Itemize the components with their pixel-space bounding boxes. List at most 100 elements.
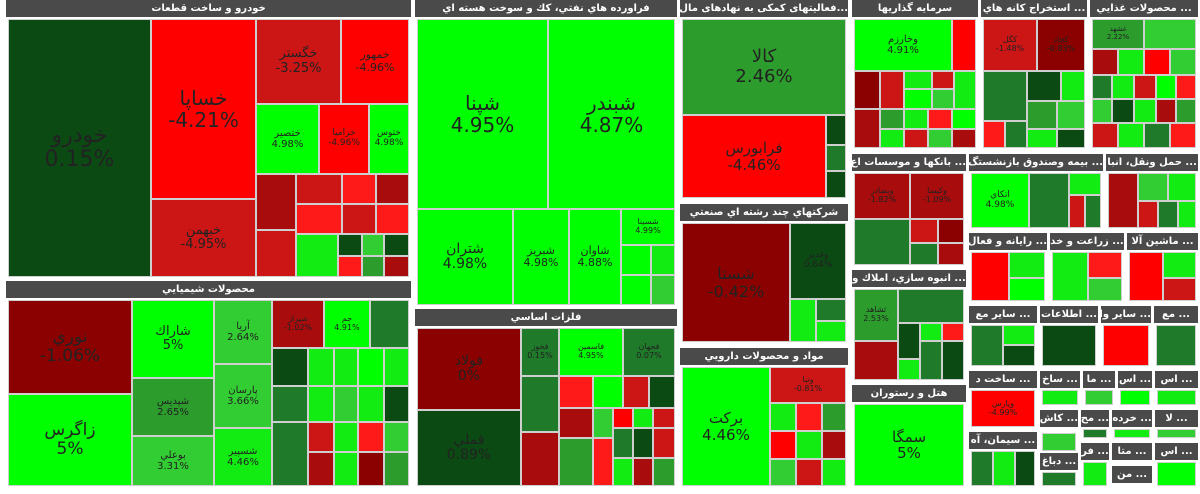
small-tile[interactable] [983, 121, 1005, 148]
small-tile[interactable] [826, 115, 846, 145]
small-tile[interactable] [1061, 71, 1085, 101]
small-tile[interactable] [1083, 462, 1107, 486]
sector-title[interactable]: ... ما [1083, 371, 1115, 388]
sector-title[interactable]: ... استخراج كانه هاي [981, 0, 1087, 17]
sector-title[interactable]: شركتهاي چند رشته اي صنعتي [680, 204, 848, 221]
small-tile[interactable] [1144, 19, 1196, 49]
tile-kisa[interactable]: وكيسا -1.09% [910, 173, 964, 219]
small-tile[interactable] [822, 403, 846, 431]
small-tile[interactable] [1027, 129, 1057, 148]
small-tile[interactable] [1156, 325, 1196, 366]
small-tile[interactable] [384, 256, 409, 277]
small-tile[interactable] [983, 71, 1027, 121]
sector-title[interactable]: ... حمل ونقل، انبا [1106, 154, 1198, 171]
tile-khgostar[interactable]: خگستر -3.25% [256, 19, 341, 104]
small-tile[interactable] [338, 256, 362, 277]
small-tile[interactable] [971, 252, 1009, 301]
small-tile[interactable] [796, 431, 822, 459]
small-tile[interactable] [1108, 173, 1138, 228]
small-tile[interactable] [854, 109, 880, 148]
small-tile[interactable] [1088, 278, 1122, 301]
small-tile[interactable] [1129, 252, 1163, 301]
sector-title[interactable]: ... كاش [1040, 410, 1078, 427]
tile-fasmin[interactable]: فاسمين 4.95% [559, 328, 623, 376]
sector-title[interactable]: ... بيمه وصندوق بازنشستگ [969, 154, 1103, 171]
small-tile[interactable] [993, 451, 1015, 486]
small-tile[interactable] [1156, 75, 1176, 99]
small-tile[interactable] [770, 403, 796, 431]
sector-title[interactable]: ... ماشين آلا [1127, 233, 1198, 250]
small-tile[interactable] [621, 245, 651, 275]
tile-pars[interactable]: پارسان 3.66% [214, 364, 272, 428]
small-tile[interactable] [1144, 123, 1170, 148]
small-tile[interactable] [559, 376, 593, 408]
small-tile[interactable] [880, 71, 904, 109]
small-tile[interactable] [796, 459, 822, 486]
small-tile[interactable] [822, 459, 846, 486]
small-tile[interactable] [904, 89, 932, 109]
small-tile[interactable] [770, 431, 796, 459]
small-tile[interactable] [384, 422, 409, 452]
small-tile[interactable] [613, 408, 633, 428]
small-tile[interactable] [816, 299, 846, 321]
small-tile[interactable] [1029, 173, 1069, 228]
sector-title[interactable]: ... دباغ [1040, 453, 1078, 470]
tile-fameli[interactable]: فملي 0.89% [417, 410, 521, 486]
small-tile[interactable] [308, 386, 334, 422]
small-tile[interactable] [932, 71, 954, 89]
small-tile[interactable] [1144, 49, 1170, 75]
small-tile[interactable] [521, 432, 559, 486]
small-tile[interactable] [1042, 390, 1078, 405]
small-tile[interactable] [1052, 252, 1088, 301]
small-tile[interactable] [334, 452, 358, 486]
small-tile[interactable] [342, 204, 376, 234]
small-tile[interactable] [593, 438, 613, 486]
small-tile[interactable] [1168, 173, 1196, 201]
small-tile[interactable] [1088, 252, 1122, 278]
small-tile[interactable] [1069, 173, 1101, 195]
tile-khsapa[interactable]: خساپا -4.21% [151, 19, 256, 199]
tile-khzamia[interactable]: خزاميا -4.96% [319, 104, 369, 174]
small-tile[interactable] [1176, 99, 1196, 123]
small-tile[interactable] [384, 348, 409, 386]
tile-dtaba[interactable]: وتبا -0.81% [770, 367, 846, 403]
small-tile[interactable] [1112, 75, 1134, 99]
sector-title[interactable]: هتل و رستوران [852, 385, 966, 402]
small-tile[interactable] [384, 452, 409, 486]
small-tile[interactable] [521, 376, 559, 432]
small-tile[interactable] [854, 219, 910, 265]
tile-semga[interactable]: سمگا 5% [854, 404, 964, 486]
small-tile[interactable] [334, 422, 358, 452]
tile-vbsader[interactable]: وبصادر -1.82% [854, 173, 910, 219]
small-tile[interactable] [376, 204, 409, 234]
tile-khodro[interactable]: خودرو 0.15% [8, 19, 151, 277]
small-tile[interactable] [1009, 278, 1045, 301]
small-tile[interactable] [1015, 451, 1035, 486]
sector-title[interactable]: ... مح [1081, 410, 1109, 427]
small-tile[interactable] [256, 230, 296, 277]
tile-vkharazm[interactable]: وخارزم 4.91% [854, 19, 952, 71]
small-tile[interactable] [593, 376, 623, 408]
tile-shebandar[interactable]: شبندر 4.87% [548, 19, 675, 209]
small-tile[interactable] [308, 452, 334, 486]
small-tile[interactable] [938, 243, 964, 265]
small-tile[interactable] [932, 89, 954, 109]
tile-sharak[interactable]: شاراك 5% [132, 300, 214, 378]
tile-shesina[interactable]: شسينا 4.99% [621, 209, 675, 245]
small-tile[interactable] [358, 422, 384, 452]
tile-khmehvar[interactable]: خمهور -4.96% [341, 19, 409, 104]
tile-kagol[interactable]: كگل -1.48% [983, 19, 1037, 71]
sector-title[interactable]: ... لا [1155, 410, 1198, 427]
sector-title[interactable]: ... رايانه و فعال [969, 233, 1047, 250]
tile-barkat[interactable]: بركت 4.46% [682, 367, 770, 486]
small-tile[interactable] [1092, 49, 1118, 75]
small-tile[interactable] [1103, 325, 1149, 366]
sector-title[interactable]: ... انبوه سازي، املاك و [852, 270, 966, 287]
small-tile[interactable] [272, 348, 308, 386]
small-tile[interactable] [296, 204, 342, 234]
small-tile[interactable] [1163, 252, 1196, 278]
tile-kala[interactable]: كالا 2.46% [682, 19, 846, 115]
small-tile[interactable] [1042, 472, 1076, 486]
small-tile[interactable] [1003, 345, 1035, 366]
small-tile[interactable] [384, 386, 409, 422]
